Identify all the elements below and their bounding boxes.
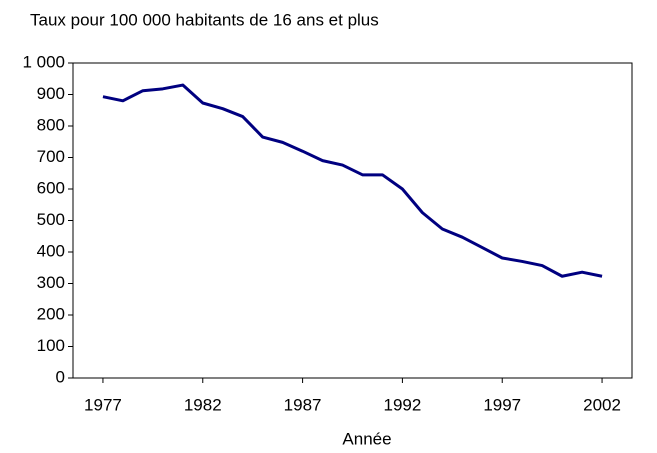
x-tick-label: 2002 <box>583 395 621 414</box>
y-tick-label: 500 <box>37 210 65 229</box>
x-axis-label: Année <box>342 429 391 448</box>
y-tick-label: 700 <box>37 147 65 166</box>
plot-frame <box>72 62 633 379</box>
y-tick-label: 400 <box>37 241 65 260</box>
y-tick-label: 600 <box>37 178 65 197</box>
x-tick-label: 1977 <box>84 395 122 414</box>
chart-title: Taux pour 100 000 habitants de 16 ans et… <box>30 10 379 29</box>
y-tick-label: 1 000 <box>22 52 65 71</box>
x-tick-label: 1997 <box>483 395 521 414</box>
x-tick-label: 1992 <box>383 395 421 414</box>
x-tick-label: 1987 <box>284 395 322 414</box>
y-tick-label: 800 <box>37 115 65 134</box>
y-tick-label: 300 <box>37 273 65 292</box>
y-tick-label: 0 <box>56 367 65 386</box>
data-line <box>102 83 603 278</box>
y-tick-label: 100 <box>37 336 65 355</box>
y-tick-label: 900 <box>37 84 65 103</box>
y-tick-label: 200 <box>37 304 65 323</box>
x-tick-label: 1982 <box>184 395 222 414</box>
